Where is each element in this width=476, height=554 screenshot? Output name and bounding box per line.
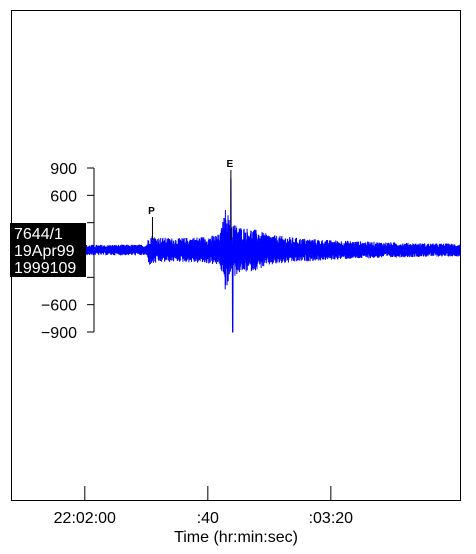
y-tick-label: 900 bbox=[50, 161, 77, 178]
y-tick-label: −900 bbox=[41, 325, 77, 342]
x-axis-title: Time (hr:min:sec) bbox=[174, 529, 298, 546]
y-tick-label: −600 bbox=[41, 298, 77, 315]
station-label-background bbox=[10, 223, 86, 277]
y-tick-label: 600 bbox=[50, 188, 77, 205]
x-tick-label: :03:20 bbox=[309, 510, 354, 527]
x-tick-label: :40 bbox=[197, 510, 219, 527]
pick-label-e: E bbox=[227, 159, 234, 170]
station-julian-label: 1999109 bbox=[14, 260, 76, 277]
y-axis: 900 600 −600 −900 bbox=[41, 161, 95, 342]
station-id-label: 7644/1 bbox=[14, 226, 63, 243]
phase-picks: PE bbox=[148, 159, 234, 240]
station-label-box: 7644/1 19Apr99 1999109 bbox=[10, 223, 86, 277]
station-date-label: 19Apr99 bbox=[14, 243, 75, 260]
x-axis: 22:02:00 :40 :03:20 bbox=[54, 486, 354, 527]
x-tick-label: 22:02:00 bbox=[54, 510, 116, 527]
pick-label-p: P bbox=[148, 206, 155, 217]
